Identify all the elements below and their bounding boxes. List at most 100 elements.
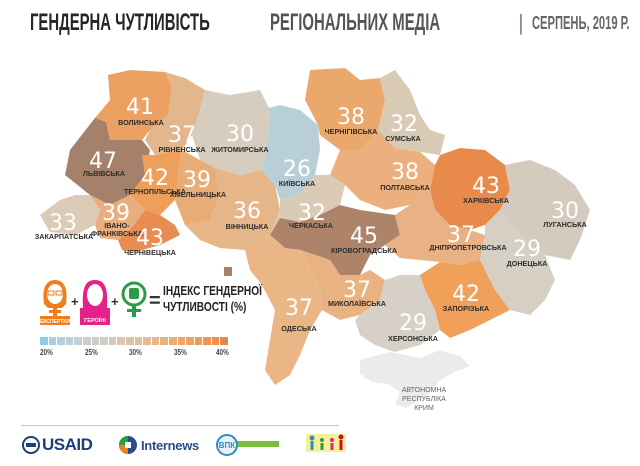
svg-text:МИКОЛАЇВСЬКА: МИКОЛАЇВСЬКА [328, 299, 386, 308]
expert-woman-icon: ЕКСПЕРТКИ [40, 278, 70, 328]
scale-ticks: 20% 25% 30% 35% 40% [40, 348, 250, 360]
svg-text:38: 38 [391, 160, 419, 185]
svg-text:КІРОВОГРАДСЬКА: КІРОВОГРАДСЬКА [331, 246, 397, 255]
region-kharkiv[interactable] [430, 148, 510, 230]
region-kherson[interactable] [355, 270, 440, 352]
region-chernivtsi[interactable] [118, 210, 180, 252]
region-crimea [360, 350, 470, 408]
vpk-logo: ВПК [215, 430, 281, 460]
color-scale [40, 337, 229, 345]
tick-25: 25% [85, 348, 98, 357]
svg-text:ФРАНКІВСЬКА: ФРАНКІВСЬКА [91, 229, 143, 238]
svg-text:АВТОНОМНА: АВТОНОМНА [402, 387, 447, 394]
index-title: ІНДЕКС ГЕНДЕРНОЇ ЧУТЛИВОСТІ (%) [163, 283, 262, 315]
footer-logos: USAID Internews ВПК [20, 430, 350, 464]
svg-text:37: 37 [343, 278, 371, 303]
svg-text:42: 42 [141, 166, 169, 191]
region-chernihiv[interactable] [305, 68, 385, 150]
svg-text:ЧЕРНІВЕЦЬКА: ЧЕРНІВЕЦЬКА [124, 248, 176, 257]
svg-text:ЧЕРНІГІВСЬКА: ЧЕРНІГІВСЬКА [325, 127, 378, 136]
svg-text:ВОЛИНСЬКА: ВОЛИНСЬКА [118, 118, 164, 127]
svg-text:37: 37 [447, 223, 475, 248]
region-cherkasy[interactable] [270, 175, 345, 235]
svg-text:ЖИТОМИРСЬКА: ЖИТОМИРСЬКА [210, 145, 268, 154]
svg-text:38: 38 [337, 105, 365, 130]
footer-divider [21, 425, 339, 426]
svg-text:26: 26 [283, 157, 311, 182]
region-kirovohrad[interactable] [270, 205, 400, 275]
tick-35: 35% [174, 348, 187, 357]
vpk-icon: ВПК [216, 434, 279, 456]
svg-text:37: 37 [168, 123, 196, 148]
svg-text:ЗАПОРІЗЬКА: ЗАПОРІЗЬКА [443, 304, 489, 313]
region-dnipropetrovsk[interactable] [385, 190, 485, 265]
svg-text:ТЕРНОПІЛЬСЬКА: ТЕРНОПІЛЬСЬКА [124, 187, 186, 196]
color-swatch [224, 267, 232, 276]
svg-text:ПОЛТАВСЬКА: ПОЛТАВСЬКА [380, 183, 430, 192]
internews-text: Internews [141, 437, 199, 453]
svg-text:ВПК: ВПК [219, 441, 236, 450]
region-ivano-frankivsk[interactable] [90, 195, 145, 240]
svg-text:ІВАНО-: ІВАНО- [104, 221, 130, 230]
svg-text:33: 33 [49, 211, 77, 236]
region-zhytomyr[interactable] [192, 90, 270, 175]
svg-text:ЛУГАНСЬКА: ЛУГАНСЬКА [543, 220, 586, 229]
region-lviv[interactable] [65, 118, 150, 205]
svg-text:29: 29 [513, 237, 541, 262]
plus-sign: + [71, 294, 79, 309]
region-odesa[interactable] [245, 235, 322, 385]
usaid-seal-icon [22, 436, 40, 454]
region-ternopil[interactable] [130, 150, 182, 215]
people-figures-icon [306, 434, 346, 452]
svg-text:45: 45 [350, 224, 378, 249]
svg-text:ХМЕЛЬНИЦЬКА: ХМЕЛЬНИЦЬКА [170, 190, 226, 199]
usaid-logo: USAID [22, 430, 93, 460]
svg-text:СУМСЬКА: СУМСЬКА [385, 134, 421, 143]
svg-text:КРИМ: КРИМ [414, 405, 434, 412]
svg-text:ХЕРСОНСЬКА: ХЕРСОНСЬКА [388, 334, 438, 343]
region-volyn[interactable] [95, 70, 172, 140]
region-luhansk[interactable] [500, 160, 590, 260]
region-zaporizhzhia[interactable] [420, 260, 510, 338]
svg-text:ОДЕСЬКА: ОДЕСЬКА [281, 324, 316, 333]
svg-text:37: 37 [285, 296, 313, 321]
equals-sign: = [149, 290, 161, 312]
svg-text:32: 32 [298, 201, 326, 226]
svg-text:РІВНЕНСЬКА: РІВНЕНСЬКА [158, 145, 205, 154]
tick-30: 30% [129, 348, 142, 357]
region-zakarpattia[interactable] [40, 195, 100, 235]
svg-text:РЕСПУБЛІКА: РЕСПУБЛІКА [402, 396, 446, 403]
region-sumy[interactable] [378, 70, 445, 155]
svg-text:29: 29 [399, 311, 427, 336]
region-rivne[interactable] [145, 72, 205, 155]
region-labels: 41 ВОЛИНСЬКА 37 РІВНЕНСЬКА 30 ЖИТОМИРСЬК… [35, 95, 587, 412]
svg-text:36: 36 [233, 199, 261, 224]
svg-text:ДОНЕЦЬКА: ДОНЕЦЬКА [507, 259, 548, 268]
region-khmelnytskyi[interactable] [175, 150, 220, 225]
region-poltava[interactable] [330, 130, 435, 210]
region-mykolaiv[interactable] [300, 250, 385, 320]
index-title-line1: ІНДЕКС ГЕНДЕРНОЇ [163, 283, 262, 298]
svg-text:32: 32 [390, 112, 418, 137]
svg-text:30: 30 [551, 199, 579, 224]
region-vinnytsia[interactable] [185, 168, 280, 250]
title-date: СЕРПЕНЬ, 2019 Р. [532, 13, 630, 33]
region-kyiv[interactable] [262, 105, 320, 200]
tick-20: 20% [40, 348, 53, 357]
svg-text:ДНІПРОПЕТРОВСЬКА: ДНІПРОПЕТРОВСЬКА [429, 243, 506, 252]
plus-sign: + [111, 294, 119, 309]
svg-text:30: 30 [226, 122, 254, 147]
heroine-woman-icon: ГЕРОЇНІ [80, 278, 110, 328]
svg-text:ВІННИЦЬКА: ВІННИЦЬКА [226, 222, 269, 231]
svg-text:42: 42 [452, 282, 480, 307]
region-donetsk[interactable] [480, 210, 555, 315]
feminitives-fist-icon [118, 278, 150, 328]
header: ГЕНДЕРНА ЧУТЛИВІСТЬ РЕГІОНАЛЬНИХ МЕДІА |… [30, 6, 630, 40]
legend: ЕКСПЕРТКИ + ГЕРОЇНІ + = ІНДЕКС ГЕНДЕРНОЇ… [28, 278, 262, 348]
svg-text:39: 39 [183, 168, 211, 193]
svg-text:ЕКСПЕРТКИ: ЕКСПЕРТКИ [40, 319, 70, 325]
gender-center-logo [302, 430, 350, 464]
svg-text:43: 43 [472, 174, 500, 199]
index-title-line2: ЧУТЛИВОСТІ (%) [163, 299, 247, 314]
